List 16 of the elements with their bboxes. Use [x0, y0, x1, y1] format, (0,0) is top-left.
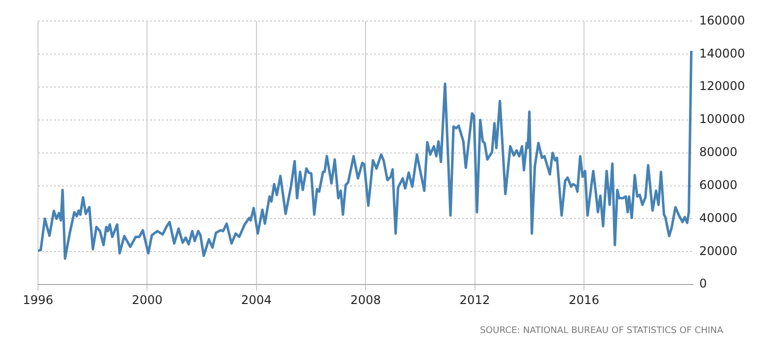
x-tick-label: 2012 [460, 292, 490, 307]
x-tick-label: 2000 [132, 292, 162, 307]
y-tick-label: 140000 [699, 46, 746, 60]
x-tick-label: 1996 [22, 292, 54, 307]
x-tick-label: 2008 [350, 292, 381, 307]
source-note: SOURCE: NATIONAL BUREAU OF STATISTICS OF CHINA [480, 326, 724, 336]
y-tick-label: 100000 [699, 112, 746, 126]
y-tick-label: 40000 [699, 210, 738, 225]
y-tick-label: 160000 [699, 13, 746, 28]
y-tick-label: 20000 [699, 244, 738, 258]
x-tick-label: 2004 [241, 292, 272, 307]
y-tick-label: 120000 [699, 79, 746, 94]
y-tick-label: 60000 [699, 178, 738, 192]
x-tick-label: 2016 [568, 292, 600, 307]
y-tick-label: 0 [699, 276, 707, 291]
y-tick-label: 80000 [699, 145, 738, 160]
